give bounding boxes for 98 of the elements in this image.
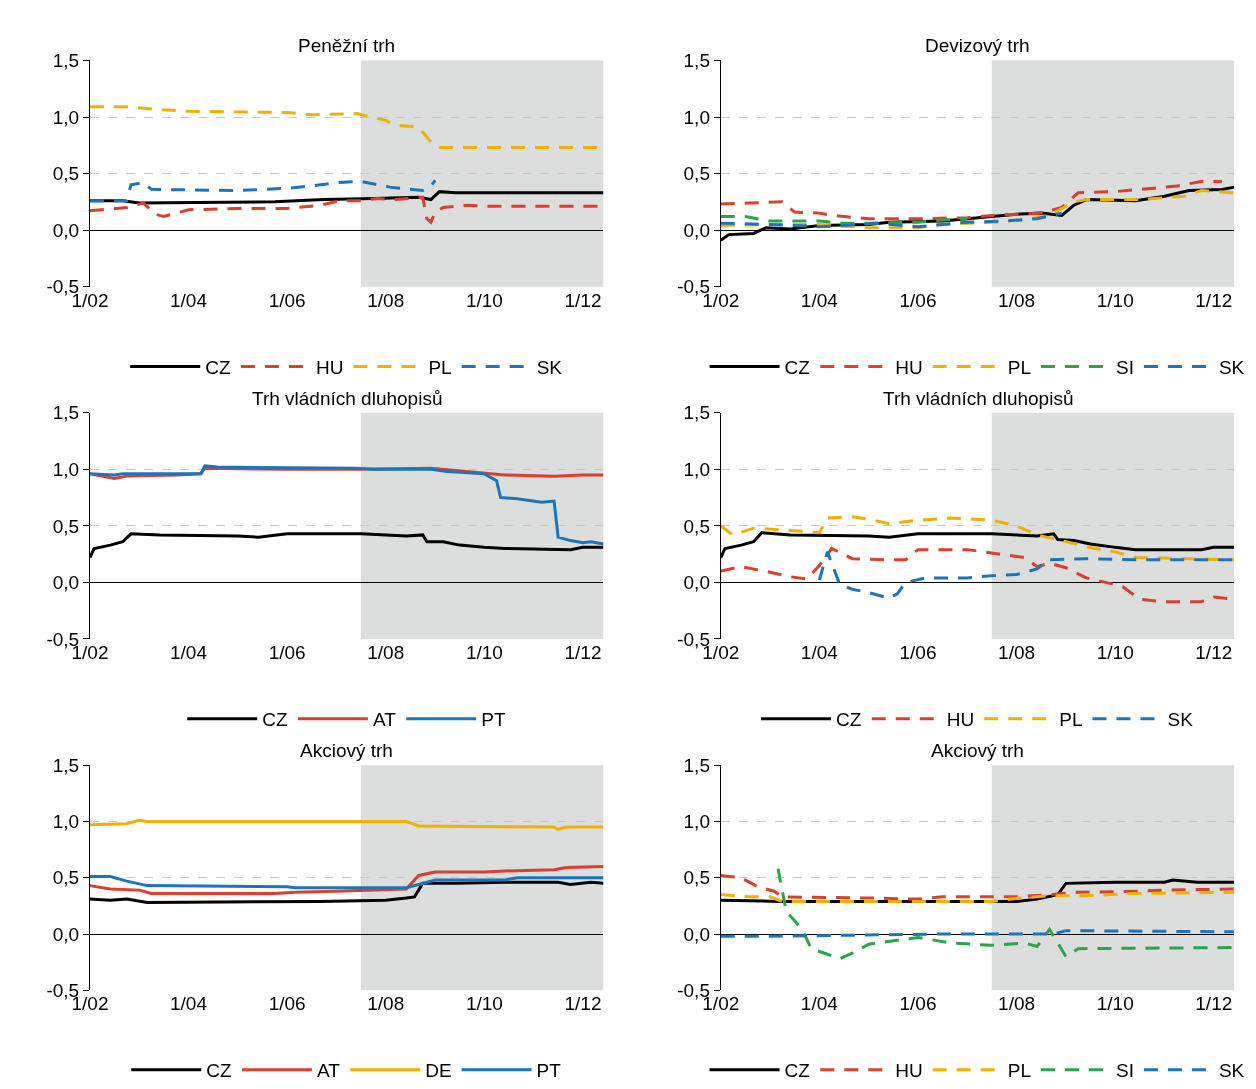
x-tick-label: 1/04	[170, 289, 208, 311]
legend-label: PT	[536, 1060, 562, 1082]
y-tick-label: 1,0	[683, 811, 710, 833]
legend-label: HU	[315, 356, 344, 378]
y-tick-label: 1,5	[52, 754, 80, 776]
y-tick-label: 1,5	[683, 402, 710, 424]
x-tick-label: 1/10	[465, 289, 503, 311]
legend-label: DE	[425, 1060, 452, 1082]
x-tick-label: 1/06	[268, 641, 306, 663]
legend-label: SK	[1167, 709, 1194, 731]
x-tick-label: 1/08	[998, 641, 1036, 663]
legend-label: SK	[1218, 1060, 1245, 1082]
line-series	[776, 867, 1235, 961]
legend-label: PL	[1007, 356, 1031, 378]
legend-label: SI	[1115, 356, 1134, 378]
x-tick-label: 1/12	[564, 289, 602, 311]
line-series	[720, 890, 1235, 903]
chart-title: Trh vládních dluhopisů	[883, 388, 1074, 409]
legend-label: CZ	[205, 356, 231, 378]
x-tick-label: 1/12	[1195, 289, 1233, 311]
x-tick-label: 1/06	[899, 993, 937, 1015]
chart-title: Trh vládních dluhopisů	[252, 388, 443, 409]
x-tick-label: 1/04	[800, 289, 839, 311]
y-tick-label: 0,5	[683, 867, 710, 889]
y-tick-label: 0,0	[683, 572, 710, 594]
y-tick-label: 1,0	[683, 106, 710, 128]
legend-label: SK	[536, 356, 563, 378]
legend-label: PL	[1007, 1060, 1031, 1082]
line-series	[817, 550, 1235, 600]
x-tick-label: 1/06	[899, 641, 937, 663]
legend-label: HU	[895, 356, 923, 378]
legend-label: AT	[372, 709, 397, 731]
y-tick-label: 1,0	[52, 459, 80, 480]
y-tick-label: 1,0	[52, 811, 80, 833]
legend-label: HU	[946, 709, 975, 731]
x-tick-label: 1/08	[367, 641, 405, 663]
x-tick-label: 1/06	[268, 289, 306, 311]
x-tick-label: 1/06	[268, 993, 306, 1015]
line-series	[89, 875, 604, 890]
x-tick-label: 1/10	[465, 993, 503, 1015]
x-tick-label: 1/10	[1096, 641, 1134, 663]
y-tick-label: 1,5	[683, 50, 710, 72]
x-tick-label: 1/08	[998, 993, 1036, 1015]
x-tick-label: 1/04	[800, 641, 839, 663]
y-tick-label: 0,5	[683, 515, 710, 537]
y-tick-label: 0,0	[52, 219, 80, 241]
x-tick-label: 1/10	[1096, 289, 1134, 311]
line-series	[89, 464, 604, 546]
legend-label: AT	[316, 1060, 341, 1082]
x-tick-label: 1/04	[800, 993, 839, 1015]
line-series	[720, 179, 1224, 221]
y-tick-label: 0,5	[52, 163, 80, 185]
y-tick-label: 0,0	[683, 923, 710, 945]
chart-title: Peněžní trh	[298, 35, 396, 56]
y-tick-label: 0,5	[52, 867, 80, 889]
y-tick-label: 0,5	[683, 163, 710, 185]
x-tick-label: 1/10	[465, 641, 503, 663]
legend-label: CZ	[784, 356, 811, 378]
x-tick-label: 1/04	[170, 641, 208, 663]
y-tick-label: 0,5	[52, 515, 80, 537]
x-tick-label: 1/06	[899, 289, 937, 311]
y-tick-label: 1,0	[52, 106, 80, 128]
x-tick-label: 1/08	[998, 289, 1036, 311]
line-series	[89, 864, 604, 895]
x-tick-label: 1/12	[1195, 641, 1233, 663]
line-series	[89, 178, 437, 203]
x-tick-label: 1/04	[170, 993, 208, 1015]
legend-label: PL	[1059, 709, 1083, 731]
line-series	[720, 215, 969, 225]
legend-label: PL	[428, 356, 452, 378]
x-tick-label: 1/12	[564, 993, 602, 1015]
y-tick-label: 1,5	[52, 402, 80, 424]
x-tick-label: 1/12	[564, 641, 602, 663]
line-series	[720, 873, 1235, 901]
legend-label: SI	[1115, 1060, 1134, 1082]
x-tick-label: 1/10	[1096, 993, 1134, 1015]
y-tick-label: 1,5	[52, 50, 80, 72]
line-series	[89, 818, 604, 831]
y-tick-label: 0,0	[683, 219, 710, 241]
chart-title: Devizový trh	[925, 35, 1030, 56]
line-series	[720, 515, 1235, 562]
x-tick-label: 1/12	[1195, 993, 1233, 1015]
legend-label: CZ	[262, 709, 288, 731]
y-tick-label: 1,0	[683, 459, 710, 480]
x-tick-label: 1/08	[367, 289, 405, 311]
legend-label: PT	[481, 709, 506, 731]
legend-label: CZ	[836, 709, 862, 731]
chart-title: Akciový trh	[300, 740, 393, 761]
legend-label: CZ	[206, 1060, 232, 1082]
y-tick-label: 1,5	[683, 754, 710, 776]
x-tick-label: 1/08	[367, 993, 405, 1015]
line-series	[720, 211, 1064, 229]
y-tick-label: 0,0	[52, 923, 80, 945]
y-tick-label: 0,0	[52, 572, 80, 594]
legend-label: CZ	[784, 1060, 811, 1082]
legend-label: HU	[895, 1060, 923, 1082]
legend-label: SK	[1218, 356, 1245, 378]
chart-title: Akciový trh	[931, 740, 1024, 761]
